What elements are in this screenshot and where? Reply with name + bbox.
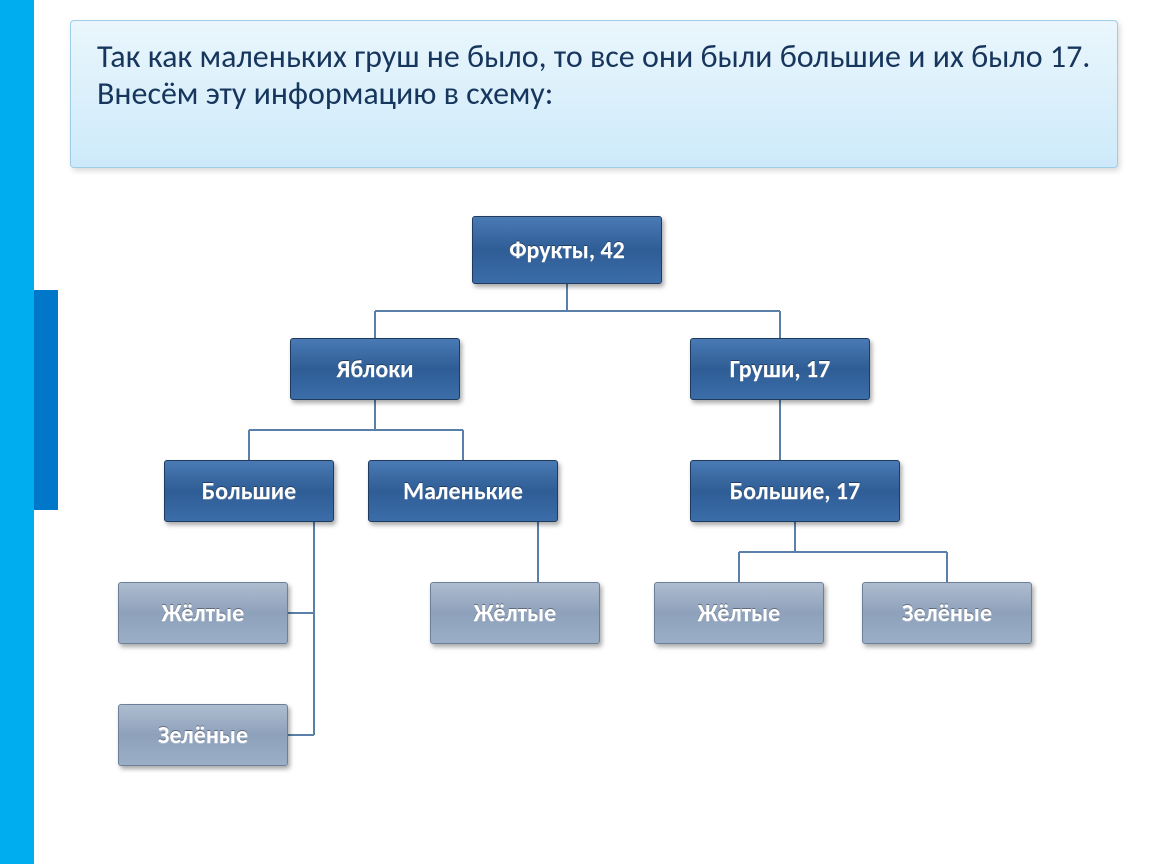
node-as-yellow: Жёлтые bbox=[430, 582, 600, 644]
tree-diagram: Фрукты, 42 Яблоки Груши, 17 Большие Мале… bbox=[0, 0, 1150, 864]
node-pb-yellow: Жёлтые bbox=[654, 582, 824, 644]
node-apples-small: Маленькие bbox=[368, 460, 558, 522]
node-apples-big: Большие bbox=[164, 460, 334, 522]
node-ab-green: Зелёные bbox=[118, 704, 288, 766]
node-apples: Яблоки bbox=[290, 338, 460, 400]
node-pears: Груши, 17 bbox=[690, 338, 870, 400]
node-pears-big: Большие, 17 bbox=[690, 460, 900, 522]
slide: Так как маленьких груш не было, то все о… bbox=[0, 0, 1150, 864]
node-root: Фрукты, 42 bbox=[472, 216, 662, 284]
node-pb-green: Зелёные bbox=[862, 582, 1032, 644]
node-ab-yellow: Жёлтые bbox=[118, 582, 288, 644]
